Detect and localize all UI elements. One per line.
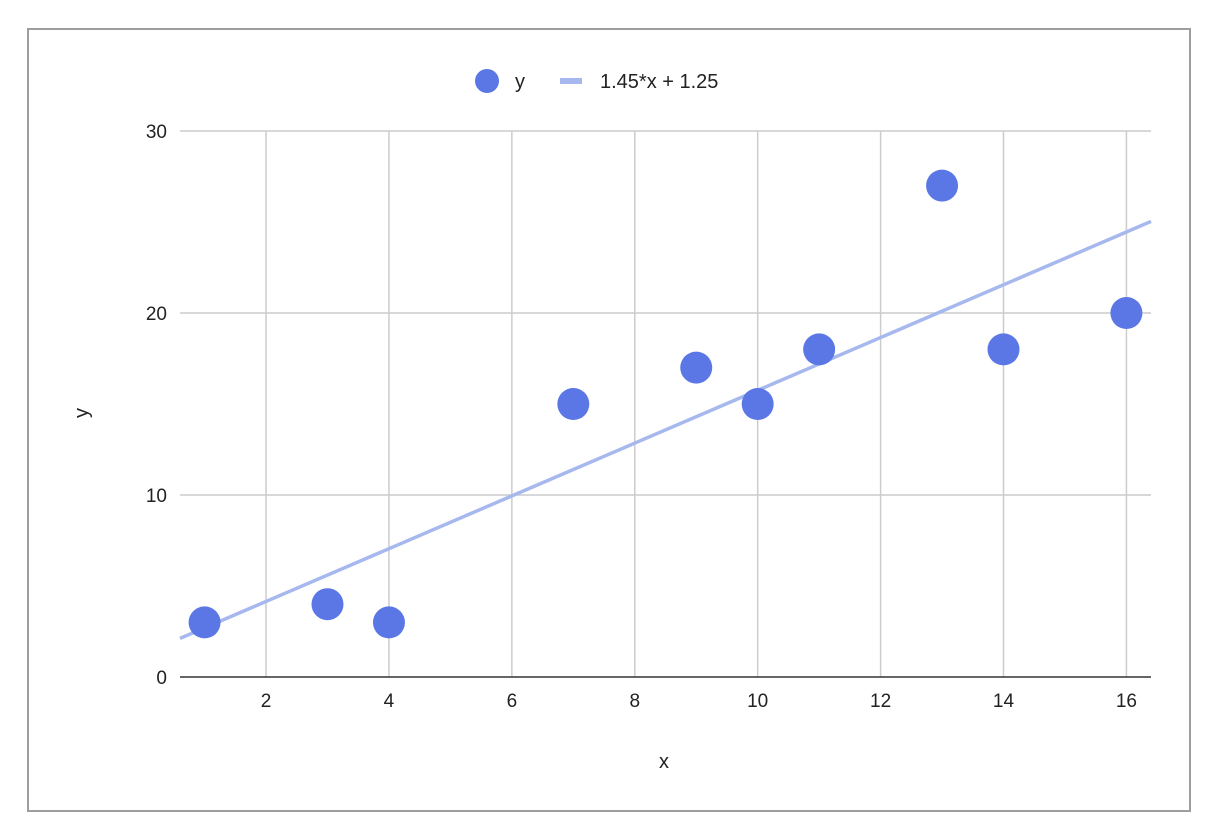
data-point — [188, 606, 221, 639]
data-point — [372, 606, 405, 639]
x-tick-label: 2 — [261, 691, 272, 712]
y-tick-label: 0 — [156, 668, 167, 689]
axes: 2 4 6 8 10 12 14 16 0 10 20 30 — [146, 122, 1151, 712]
x-tick-label: 4 — [384, 691, 395, 712]
x-tick-label: 10 — [747, 691, 768, 712]
x-tick-label: 16 — [1116, 691, 1137, 712]
data-point — [741, 388, 774, 420]
data-point — [926, 169, 959, 202]
legend: y 1.45*x + 1.25 — [475, 69, 718, 93]
x-tick-label: 6 — [507, 691, 518, 712]
data-point — [557, 388, 590, 420]
y-tick-label: 30 — [146, 122, 167, 143]
data-point — [987, 333, 1020, 366]
data-point — [1110, 297, 1143, 329]
data-point — [803, 333, 836, 366]
grid — [180, 130, 1151, 677]
x-axis-title: x — [659, 751, 669, 773]
x-tick-label: 14 — [993, 691, 1015, 712]
legend-marker-trendline — [560, 78, 582, 84]
points-layer — [188, 169, 1143, 639]
trendline — [179, 219, 1152, 641]
chart-frame — [27, 28, 1191, 812]
x-tick-label: 8 — [629, 691, 640, 712]
y-tick-label: 20 — [146, 304, 167, 325]
legend-label-trendline: 1.45*x + 1.25 — [600, 71, 718, 93]
legend-label-y: y — [515, 71, 525, 93]
trendline-layer — [179, 219, 1152, 641]
data-point — [311, 588, 344, 621]
legend-marker-y — [475, 69, 499, 93]
x-tick-label: 12 — [870, 691, 891, 712]
y-tick-label: 10 — [146, 486, 167, 507]
data-point — [680, 351, 713, 384]
y-axis-title: y — [71, 408, 93, 418]
